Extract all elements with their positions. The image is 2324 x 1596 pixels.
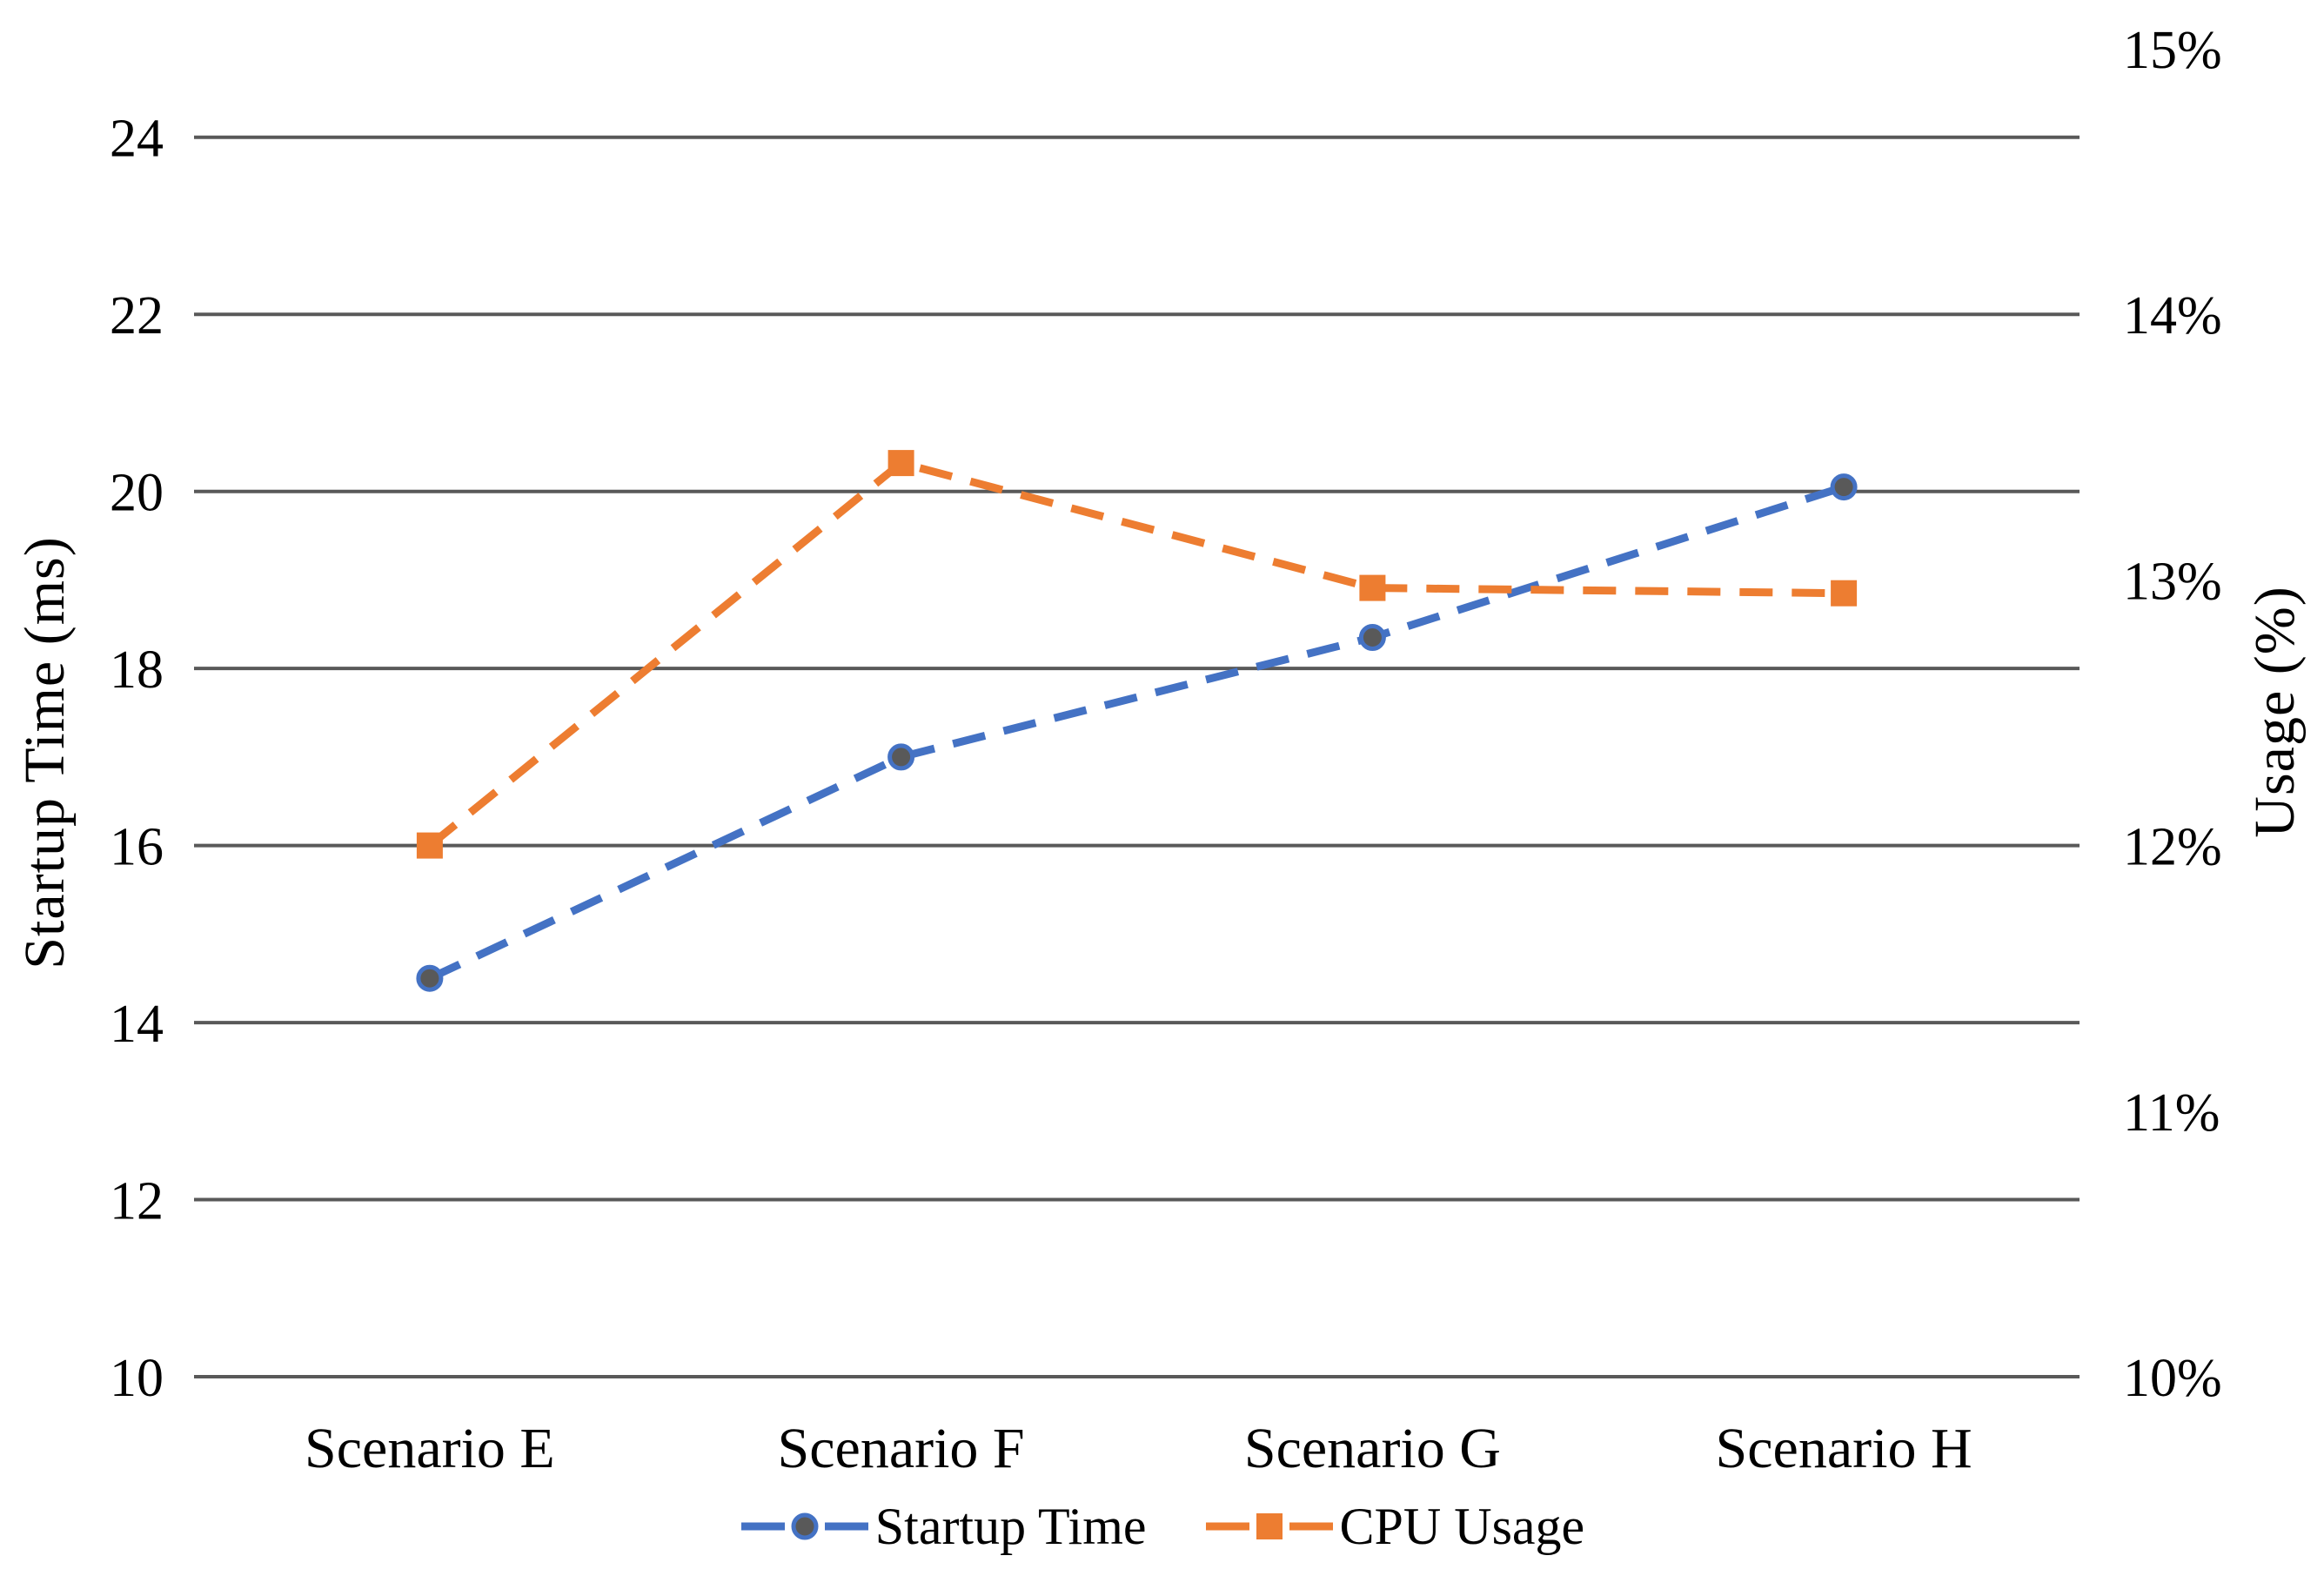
cpu-usage-legend-marker [1256,1513,1283,1539]
left-axis-tick-label: 20 [110,464,164,523]
cpu-usage-marker [1359,574,1386,601]
left-axis-tick-label: 22 [110,286,164,345]
startup-time-marker [416,964,444,992]
category-label-scenario-h: Scenario H [1716,1417,1972,1480]
cpu-usage-marker [1831,580,1858,607]
left-axis-tick-label: 24 [110,110,164,169]
startup-time-line [427,483,1845,982]
category-label-scenario-e: Scenario E [305,1417,555,1480]
right-axis-tick-label: 13% [2123,552,2222,611]
startup-time-marker [1830,473,1858,501]
startup-time-legend-marker [791,1512,819,1540]
cpu-usage-marker [887,450,914,477]
cpu-usage-marker [416,832,443,859]
legend: Startup Time CPU Usage [0,1490,2324,1563]
right-axis-tick-label: 10% [2123,1349,2222,1408]
right-axis-tick-label: 14% [2123,286,2222,345]
left-axis-title: Startup Time (ms) [13,536,77,969]
right-axis-tick-label: 11% [2123,1083,2220,1143]
legend-item-cpu-usage: CPU Usage [1204,1498,1585,1555]
legend-item-startup-time: Startup Time [740,1500,1147,1552]
cpu-usage-legend-swatch [1205,1513,1333,1539]
startup-time-marker [887,743,915,771]
left-axis-tick-label: 18 [110,640,164,700]
startup-time-legend-swatch [740,1512,868,1540]
left-axis-tick-label: 14 [110,995,164,1054]
category-label-scenario-f: Scenario F [778,1417,1025,1480]
startup-time-marker [1358,624,1386,651]
category-label-scenario-g: Scenario G [1244,1417,1501,1480]
right-axis-title: Usage (%) [2243,586,2307,838]
right-axis-tick-label: 15% [2123,21,2222,80]
left-axis-tick-label: 12 [110,1172,164,1231]
right-axis-tick-label: 12% [2123,818,2222,877]
legend-label-cpu-usage: CPU Usage [1339,1498,1585,1555]
cpu-usage-line [427,459,1845,849]
legend-label-startup-time: Startup Time [874,1498,1147,1555]
left-axis-tick-label: 10 [110,1349,164,1408]
left-axis-tick-label: 16 [110,818,164,877]
